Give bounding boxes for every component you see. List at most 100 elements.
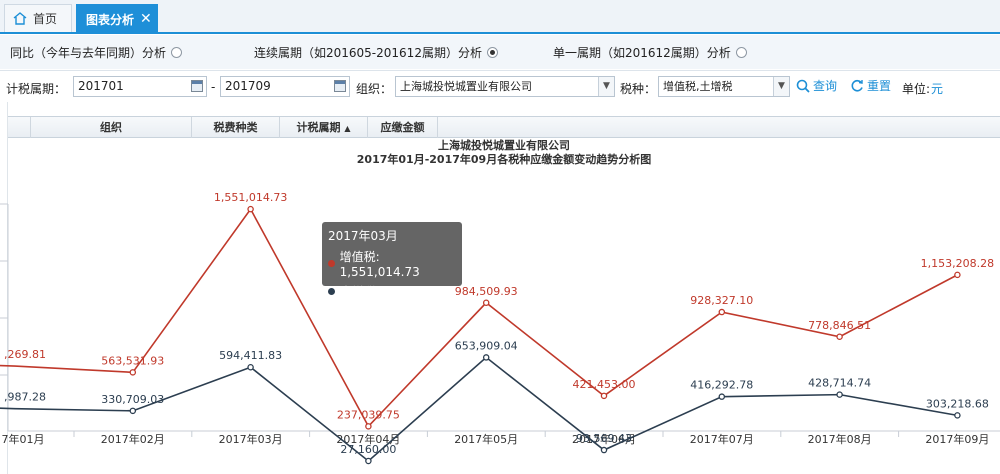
period-from-field[interactable]: 201701 xyxy=(73,76,207,97)
chevron-down-icon[interactable]: ▼ xyxy=(598,77,614,96)
data-label: 653,909.04 xyxy=(455,339,518,352)
period-label: 计税属期： xyxy=(6,82,67,96)
data-label: 421,453.00 xyxy=(573,378,636,391)
grid-header-amount[interactable]: 应缴金额 xyxy=(368,117,438,138)
data-point[interactable] xyxy=(954,271,961,279)
calendar-icon[interactable] xyxy=(191,80,203,92)
unit-label: 单位: xyxy=(902,82,931,96)
sort-asc-icon: ▲ xyxy=(344,124,351,133)
period-from-value: 201701 xyxy=(78,79,124,93)
data-label: 330,709.03 xyxy=(101,393,164,406)
data-point[interactable] xyxy=(365,457,372,465)
data-point[interactable] xyxy=(129,407,137,415)
data-point[interactable] xyxy=(482,299,490,307)
refresh-icon xyxy=(851,79,863,91)
grid-header-period[interactable]: 计税属期 ▲ xyxy=(280,117,368,138)
tooltip-land-text: 土增税: 594,411.83 xyxy=(340,285,453,299)
data-label: ,269.81 xyxy=(4,348,46,361)
data-label: 428,714.74 xyxy=(808,377,871,390)
data-point[interactable] xyxy=(600,446,608,454)
tab-home[interactable]: 首页 xyxy=(4,4,72,32)
filter-row: 计税属期： 201701 - 201709 组织： 上海城投悦城置业有限公司 ▼… xyxy=(0,70,1000,102)
data-label: 416,292.78 xyxy=(690,379,753,392)
x-tick-label: 2017年09月 xyxy=(925,432,989,446)
period-to-value: 201709 xyxy=(225,79,271,93)
home-icon xyxy=(13,12,27,25)
query-button[interactable]: 查询 xyxy=(796,77,837,94)
radio-continuous[interactable]: 连续属期（如201605-201612属期）分析 xyxy=(254,44,498,61)
tax-select[interactable]: 增值税,土增税 ▼ xyxy=(658,76,790,97)
data-label: 27,160.00 xyxy=(340,443,396,456)
x-tick-label: 2017年03月 xyxy=(219,432,283,446)
y-tick-marks xyxy=(0,203,8,376)
data-point[interactable] xyxy=(718,393,726,400)
reset-button[interactable]: 重置 xyxy=(850,77,891,94)
x-tick-marks xyxy=(73,431,900,437)
data-point[interactable] xyxy=(365,423,372,430)
data-label: 1,153,208.28 xyxy=(921,257,994,270)
x-axis-labels: 7年01月 2017年02月 2017年03月 2017年04月 2017年05月 201… xyxy=(2,432,990,446)
data-label: 237,039.75 xyxy=(337,408,400,421)
radio-single[interactable]: 单一属期（如201612属期）分析 xyxy=(553,44,747,61)
radio-continuous-label: 连续属期（如201605-201612属期）分析 xyxy=(254,46,482,60)
vat-dot-icon xyxy=(328,260,335,267)
data-label: 303,218.68 xyxy=(926,397,989,410)
tab-chart-analysis-label: 图表分析 xyxy=(86,12,135,27)
x-tick-label: 2017年05月 xyxy=(454,432,518,446)
tab-chart-analysis[interactable]: 图表分析 ✕ xyxy=(76,4,158,34)
data-label: 1,551,014.73 xyxy=(214,191,287,204)
chevron-down-icon[interactable]: ▼ xyxy=(773,77,789,96)
tab-home-label: 首页 xyxy=(33,12,58,26)
radio-single-label: 单一属期（如201612属期）分析 xyxy=(553,46,731,60)
grid-header-org[interactable]: 组织 xyxy=(31,117,192,138)
radio-yoy-button[interactable] xyxy=(171,47,183,58)
x-tick-label: 2017年07月 xyxy=(690,432,754,446)
land-dot-icon xyxy=(328,288,335,295)
period-to-field[interactable]: 201709 xyxy=(220,76,350,97)
reset-label: 重置 xyxy=(867,79,892,93)
data-point[interactable] xyxy=(600,392,608,400)
tooltip-row-vat: 增值税: 1,551,014.73 xyxy=(328,248,456,279)
radio-yoy[interactable]: 同比（今年与去年同期）分析 xyxy=(10,44,183,61)
chart-title: 上海城投悦城置业有限公司 xyxy=(438,138,570,152)
close-icon[interactable]: ✕ xyxy=(140,11,152,27)
trend-chart: 上海城投悦城置业有限公司 2017年01月-2017年09月各税种应缴金额变动趋… xyxy=(0,138,1000,465)
grid-header-period-label: 计税属期 xyxy=(296,121,341,134)
tax-label: 税种： xyxy=(620,82,657,96)
data-label: 93,569.43 xyxy=(576,432,632,445)
series-group: ,269.81 563,531.93 1,551,014.73 237,039.75 9… xyxy=(0,191,994,465)
radio-single-button[interactable] xyxy=(735,47,747,58)
chart-tooltip: 2017年03月 增值税: 1,551,014.73 土增税: 594,411.… xyxy=(322,222,462,299)
data-point[interactable] xyxy=(836,391,843,398)
search-icon xyxy=(796,79,810,93)
tax-value: 增值税,土增税 xyxy=(663,80,733,93)
analysis-mode-row: 同比（今年与去年同期）分析 连续属期（如201605-201612属期）分析 单… xyxy=(0,35,1000,69)
series-line-land xyxy=(0,356,958,463)
calendar-icon[interactable] xyxy=(334,80,346,92)
radio-continuous-button[interactable] xyxy=(486,47,498,58)
data-label: 778,846.51 xyxy=(808,319,871,332)
radio-yoy-label: 同比（今年与去年同期）分析 xyxy=(10,46,167,60)
grid-header-blank xyxy=(8,117,31,138)
data-point[interactable] xyxy=(247,205,254,213)
data-point[interactable] xyxy=(129,369,137,376)
tooltip-row-land: 土增税: 594,411.83 xyxy=(328,283,456,300)
tab-bar: 首页 图表分析 ✕ xyxy=(0,0,1000,34)
data-point[interactable] xyxy=(482,354,490,361)
series-line-vat xyxy=(0,207,958,428)
data-label: 594,411.83 xyxy=(219,349,282,362)
chart-subtitle: 2017年01月-2017年09月各税种应缴金额变动趋势分析图 xyxy=(357,152,651,166)
org-value: 上海城投悦城置业有限公司 xyxy=(400,80,532,93)
x-tick-label: 2017年08月 xyxy=(808,432,872,446)
grid-header-tax-type[interactable]: 税费种类 xyxy=(192,117,280,138)
data-point[interactable] xyxy=(247,363,254,371)
tooltip-vat-text: 增值税: 1,551,014.73 xyxy=(339,250,420,279)
data-point[interactable] xyxy=(954,412,961,419)
unit-value: 元 xyxy=(931,82,944,96)
org-select[interactable]: 上海城投悦城置业有限公司 ▼ xyxy=(395,76,615,97)
data-point[interactable] xyxy=(836,333,843,341)
period-dash: - xyxy=(211,80,216,94)
data-point[interactable] xyxy=(718,308,726,316)
x-tick-label: 2017年04月 xyxy=(336,432,400,446)
grid-header: 组织 税费种类 计税属期 ▲ 应缴金额 xyxy=(8,116,1000,138)
